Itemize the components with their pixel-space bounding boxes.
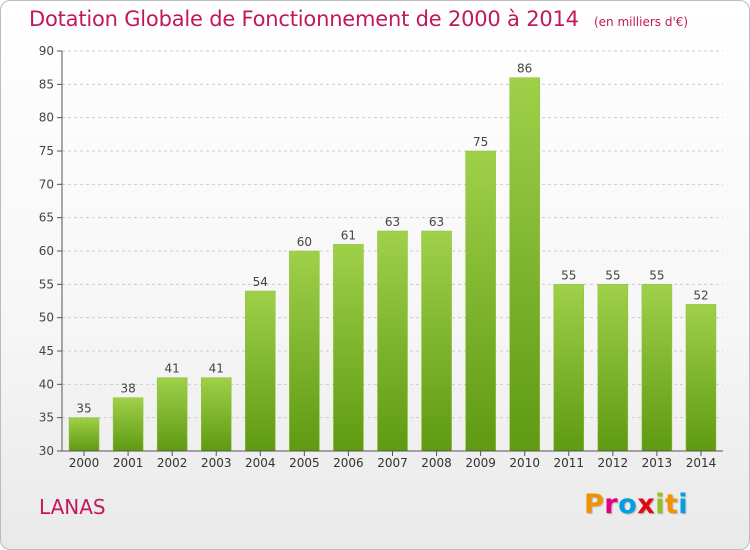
data-label: 35 [76, 402, 91, 416]
data-label: 86 [517, 62, 532, 76]
y-tick-label: 30 [39, 444, 54, 458]
x-tick-label: 2010 [509, 456, 540, 470]
data-label: 55 [605, 268, 620, 282]
logo-letter: r [604, 489, 619, 520]
y-tick-label: 80 [39, 111, 54, 125]
x-tick-label: 2008 [421, 456, 452, 470]
x-tick-label: 2011 [553, 456, 584, 470]
x-tick-label: 2009 [465, 456, 496, 470]
bar [245, 290, 276, 452]
x-tick-label: 2001 [113, 456, 144, 470]
data-label: 41 [209, 362, 224, 376]
chart-title: Dotation Globale de Fonctionnement de 20… [29, 7, 579, 31]
y-tick-label: 55 [39, 277, 54, 291]
data-label: 60 [297, 235, 312, 249]
bar [200, 377, 232, 452]
chart-title-block: Dotation Globale de Fonctionnement de 20… [29, 7, 688, 31]
data-label: 63 [385, 215, 400, 229]
data-label: 61 [341, 228, 356, 242]
y-tick-label: 90 [39, 44, 54, 58]
x-tick-label: 2004 [245, 456, 276, 470]
logo-letter: i [655, 489, 665, 520]
x-tick-label: 2003 [201, 456, 232, 470]
y-tick-label: 60 [39, 244, 54, 258]
bar [421, 230, 452, 452]
bar [68, 417, 100, 452]
bar [289, 250, 320, 452]
bar [641, 284, 673, 452]
bars: 35 38 41 41 54 60 61 63 63 75 86 55 55 55 52 [68, 62, 717, 452]
data-label: 38 [120, 382, 135, 396]
data-label: 55 [561, 268, 576, 282]
y-tick-label: 40 [39, 377, 54, 391]
x-tick-label: 2012 [598, 456, 629, 470]
axes: 30 35 40 45 50 55 60 65 70 75 80 85 90 2000 2001 2002 20… [39, 44, 723, 470]
y-tick-label: 75 [39, 144, 54, 158]
data-label: 55 [649, 268, 664, 282]
y-tick-label: 50 [39, 311, 54, 325]
y-tick-label: 35 [39, 411, 54, 425]
logo-letter: t [664, 489, 679, 520]
data-label: 54 [253, 275, 268, 289]
logo-letter: P [584, 489, 605, 520]
y-tick-label: 45 [39, 344, 54, 358]
bar [333, 244, 364, 452]
bar [685, 304, 717, 452]
logo-letter: o [618, 489, 638, 520]
y-tick-label: 85 [39, 77, 54, 91]
data-label: 41 [165, 362, 180, 376]
data-label: 75 [473, 135, 488, 149]
bar [112, 397, 144, 452]
y-tick-label: 65 [39, 211, 54, 225]
x-tick-label: 2000 [69, 456, 100, 470]
x-tick-label: 2006 [333, 456, 364, 470]
y-tick-label: 70 [39, 177, 54, 191]
x-tick-label: 2005 [289, 456, 320, 470]
data-label: 63 [429, 215, 444, 229]
x-tick-label: 2002 [157, 456, 188, 470]
bar [156, 377, 188, 452]
bar [509, 77, 540, 452]
logo-letter: x [637, 489, 656, 520]
x-tick-label: 2013 [642, 456, 673, 470]
logo-letter: i [678, 489, 689, 520]
bar [553, 284, 585, 452]
bar [377, 230, 408, 452]
proxiti-logo[interactable]: Proxiti [584, 489, 688, 520]
commune-name: LANAS [39, 495, 106, 519]
chart-unit: (en milliers d'€) [593, 15, 689, 29]
bar [597, 284, 629, 452]
data-label: 52 [693, 288, 708, 302]
x-tick-label: 2014 [686, 456, 717, 470]
bar [465, 150, 496, 452]
x-tick-label: 2007 [377, 456, 408, 470]
